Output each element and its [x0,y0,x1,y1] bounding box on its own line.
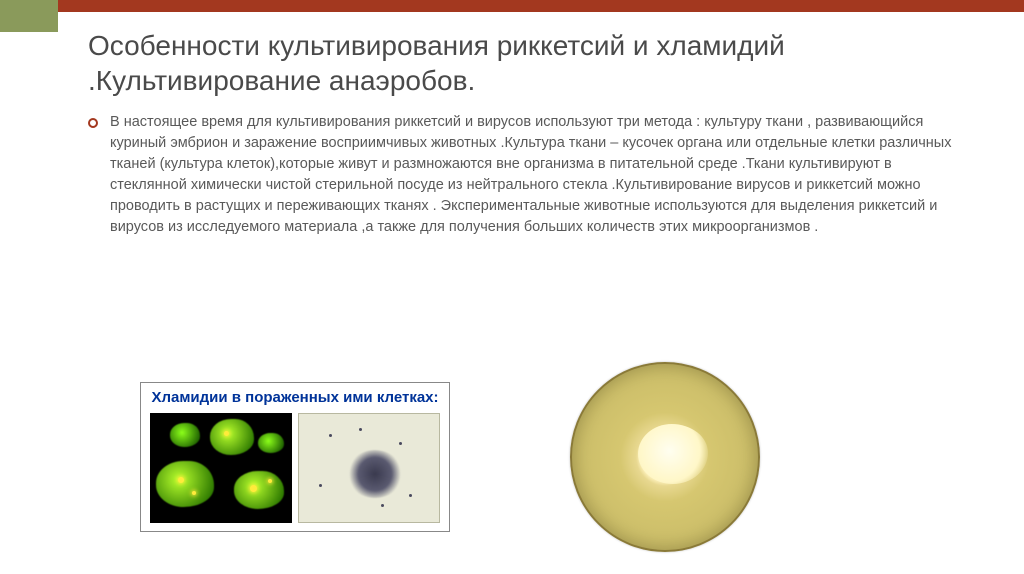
body-wrap: В настоящее время для культивирования ри… [88,112,970,238]
corner-accent-block [0,0,58,32]
figure-caption: Хламидии в пораженных ими клетках: [147,389,443,408]
images-row: Хламидии в пораженных ими клетках: [140,362,760,552]
slide-body-text: В настоящее время для культивирования ри… [110,112,970,238]
figure-chlamydia-cells: Хламидии в пораженных ими клетках: [140,382,450,533]
slide-title: Особенности культивирования риккетсий и … [88,28,970,98]
figure-panels [147,413,443,523]
petri-dish-image [570,362,760,552]
light-microscopy-panel [298,413,440,523]
bullet-icon [88,118,98,128]
fluorescence-panel [150,413,292,523]
top-accent-bar [0,0,1024,12]
slide-content: Особенности культивирования риккетсий и … [0,0,1024,238]
